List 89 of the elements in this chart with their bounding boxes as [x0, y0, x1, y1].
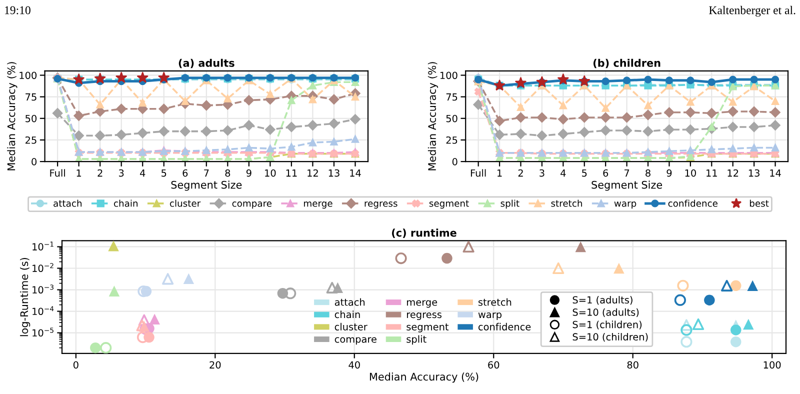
y-tick-label: 25: [26, 136, 36, 144]
x-tick-label: 12: [308, 169, 318, 177]
x-tick-label: 9: [666, 169, 672, 177]
chart-title: (a) adults: [178, 58, 234, 68]
y-tick-label: 75: [26, 93, 36, 101]
x-tick-label: Full: [470, 169, 486, 177]
legend-label: chain: [114, 200, 138, 207]
x-tick-label: 40: [348, 361, 360, 369]
text: Kaltenberger et al.: [709, 6, 796, 17]
legend-label: attach: [334, 298, 365, 306]
x-tick-label: 8: [225, 169, 230, 177]
legend-label: confidence: [668, 200, 718, 207]
x-tick-label: 20: [210, 361, 221, 369]
y-tick-label: 100: [440, 72, 458, 80]
x-tick-label: 4: [560, 169, 566, 177]
y-tick-label: 10$^{−2}$: [32, 263, 54, 272]
legend-label: warp: [614, 202, 636, 209]
x-axis-title: Median Accuracy (%): [370, 372, 478, 383]
legend-label: confidence: [478, 322, 531, 330]
x-tick-label: 14: [770, 169, 781, 177]
legend-label: split: [500, 200, 520, 209]
x-tick-label: 8: [646, 169, 650, 177]
legend-label: cluster: [334, 322, 368, 330]
x-tick-label: 2: [98, 169, 102, 177]
y-tick-label: 0: [452, 158, 458, 166]
y-tick-label: 10$^{−1}$: [32, 242, 54, 250]
x-tick-label: 5: [162, 169, 166, 177]
y-axis-title: log-Runtime (s): [20, 258, 30, 336]
legend-label: compare: [232, 202, 272, 209]
x-axis-title: Segment Size: [592, 180, 662, 191]
x-tick-label: Full: [50, 169, 65, 177]
x-tick-label: 1: [76, 169, 82, 177]
legend-label: merge: [304, 202, 332, 209]
legend-label: chain: [334, 310, 360, 318]
legend-label: regress: [407, 312, 442, 320]
x-tick-label: 3: [540, 169, 544, 177]
x-tick-label: 0: [73, 361, 78, 369]
y-tick-label: 100: [20, 72, 37, 80]
y-axis-title: Median Accuracy (%): [7, 62, 18, 170]
x-tick-label: 10: [265, 169, 276, 177]
x-tick-label: 5: [582, 169, 587, 177]
x-tick-label: 11: [706, 169, 717, 177]
y-tick-label: 50: [26, 114, 37, 122]
x-tick-label: 3: [118, 169, 124, 177]
x-tick-label: 4: [140, 169, 146, 177]
x-tick-label: 1: [498, 169, 502, 177]
legend-label: merge: [407, 300, 438, 308]
chart-title: (b) children: [593, 58, 660, 68]
x-tick-label: 100: [764, 361, 781, 369]
legend-label: split: [406, 335, 426, 345]
y-tick-label: 10$^{−5}$: [32, 328, 54, 337]
x-tick-label: 6: [603, 169, 608, 177]
legend-label: segment: [406, 323, 449, 332]
annotation: S=10 (adults): [572, 308, 639, 318]
y-tick-label: 10$^{−4}$: [32, 306, 54, 316]
annotation: S=1 (adults): [572, 296, 632, 305]
x-tick-label: 80: [627, 361, 638, 369]
x-tick-label: 12: [728, 169, 738, 177]
legend-label: regress: [364, 202, 398, 209]
x-tick-label: 6: [182, 169, 188, 177]
x-tick-label: 13: [748, 169, 760, 177]
legend-label: best: [750, 200, 769, 207]
y-tick-label: 0: [32, 158, 37, 166]
legend-label: attach: [54, 200, 82, 207]
x-tick-label: 60: [488, 361, 500, 369]
y-tick-label: 10$^{−3}$: [32, 284, 54, 294]
x-tick-label: 7: [204, 169, 209, 177]
legend-label: cluster: [170, 200, 201, 207]
legend-label: warp: [478, 312, 502, 320]
x-tick-label: 7: [624, 169, 630, 177]
x-tick-label: 13: [328, 169, 340, 177]
annotation: S=10 (children): [572, 333, 648, 342]
legend-label: segment: [429, 200, 469, 209]
annotation: S=1 (children): [572, 320, 642, 330]
legend-label: compare: [334, 337, 376, 345]
x-tick-label: 2: [518, 169, 523, 177]
y-tick-label: 75: [446, 93, 458, 101]
x-tick-label: 14: [350, 169, 361, 177]
y-axis-title: Median Accuracy (%): [428, 62, 438, 170]
legend-label: stretch: [478, 298, 512, 306]
y-tick-label: 25: [446, 136, 458, 144]
x-tick-label: 11: [286, 169, 297, 177]
text: 19:10: [5, 6, 30, 14]
chart-title: (c) runtime: [392, 228, 456, 238]
y-tick-label: 50: [446, 114, 458, 122]
x-tick-label: 10: [685, 169, 696, 177]
legend-label: stretch: [551, 200, 582, 207]
x-tick-label: 9: [246, 169, 252, 177]
x-axis-title: Segment Size: [171, 180, 242, 191]
